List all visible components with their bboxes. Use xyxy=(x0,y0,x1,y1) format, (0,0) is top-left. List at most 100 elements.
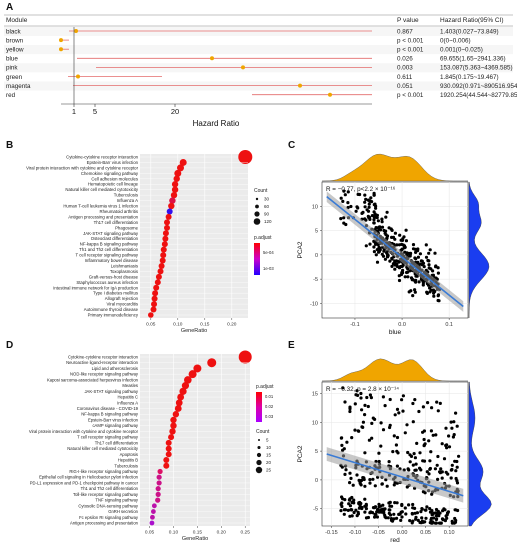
scatter-point xyxy=(372,245,376,249)
scatter-point xyxy=(421,459,425,463)
legend-count-dot xyxy=(258,439,260,441)
dotplot-term-label: Graft-versus-host disease xyxy=(89,274,139,279)
scatter-point xyxy=(411,420,415,424)
forest-point-estimate xyxy=(241,65,245,70)
dotplot-point xyxy=(159,257,166,264)
scatter-point xyxy=(411,294,415,298)
scatter-point xyxy=(431,269,435,273)
scatter-point xyxy=(446,510,450,514)
dotplot-term-label: Hematopoietic cell lineage xyxy=(88,182,139,187)
dotplot-term-label: Antigen processing and presentation xyxy=(70,521,139,526)
column-header-pvalue: P value xyxy=(397,17,419,24)
scatter-point xyxy=(426,401,430,405)
scatter-point xyxy=(435,463,439,467)
scatter-point xyxy=(355,473,359,477)
forest-hr-text: 0(0~0.006) xyxy=(440,37,471,44)
scatter-point xyxy=(392,483,396,487)
panel-label-b: B xyxy=(6,140,14,151)
scatter-point xyxy=(402,235,406,239)
dotplot-x-tick-label: 0.05 xyxy=(145,530,155,536)
dotplot-point xyxy=(238,350,252,364)
scatter-point xyxy=(432,291,436,295)
dotplot-point xyxy=(181,382,190,390)
scatter-point xyxy=(389,513,393,517)
legend-count-dot xyxy=(256,459,262,466)
legend-count-label: 5 xyxy=(266,438,269,443)
scatter-point xyxy=(358,481,362,485)
forest-module-label: blue xyxy=(6,56,18,63)
scatter-point xyxy=(372,218,376,222)
scatter-y-tick-label: 15 xyxy=(312,392,318,398)
scatter-point xyxy=(390,264,394,268)
scatter-point xyxy=(413,288,417,292)
scatter-y-tick-label: -10 xyxy=(310,301,318,307)
dotplot-point xyxy=(172,411,180,418)
scatter-point xyxy=(451,435,455,439)
scatter-point xyxy=(363,200,367,204)
scatter-point xyxy=(342,216,346,220)
scatter-point xyxy=(370,421,374,425)
scatter-point xyxy=(447,434,451,438)
scatter-point xyxy=(343,400,347,404)
scatter-point xyxy=(416,255,420,259)
scatter-point xyxy=(449,476,453,480)
scatter-point xyxy=(392,512,396,516)
legend-count-label: 30 xyxy=(264,197,270,202)
dotplot-point xyxy=(157,468,163,475)
scatter-point xyxy=(341,497,345,501)
dotplot-point xyxy=(157,268,164,275)
scatter-y-tick-label: 5 xyxy=(315,229,318,235)
dotplot-point xyxy=(148,312,154,318)
scatter-point xyxy=(377,227,381,231)
scatter-point xyxy=(348,409,352,414)
scatter-point xyxy=(376,219,380,223)
dotplot-term-label: Human T-cell leukemia virus 1 infection xyxy=(63,204,138,209)
legend-count-label: 10 xyxy=(266,445,272,450)
scatter-point xyxy=(436,294,440,298)
scatter-point xyxy=(345,440,349,444)
dotplot-x-tick-label: 0.10 xyxy=(173,322,183,328)
scatter-point xyxy=(429,518,433,522)
scatter-point xyxy=(439,467,443,471)
dotplot-point xyxy=(160,246,167,253)
scatter-point xyxy=(350,508,354,512)
scatter-point xyxy=(365,395,369,400)
scatter-point xyxy=(340,436,344,440)
dotplot-point xyxy=(152,290,159,297)
legend-count-dot xyxy=(254,211,260,217)
legend-count-dot xyxy=(256,452,262,458)
scatter-point xyxy=(346,190,350,194)
forest-point-estimate xyxy=(74,29,78,33)
scatter-point xyxy=(375,248,379,252)
dotplot-term-label: Intestinal immune network for IgA produc… xyxy=(53,285,138,290)
scatter-point xyxy=(361,420,365,424)
dotplot-panel-bg xyxy=(140,154,248,318)
scatter-point xyxy=(354,508,358,512)
dotplot-term-label: Influenza A xyxy=(117,198,138,203)
scatter-point xyxy=(393,413,397,417)
scatter-point xyxy=(443,508,447,512)
scatter-point xyxy=(434,433,438,437)
scatter-point xyxy=(419,510,423,514)
dotplot-point xyxy=(177,393,185,401)
dotplot-term-label: Lipid and atherosclerosis xyxy=(92,366,138,371)
scatter-point xyxy=(367,202,371,206)
forest-pvalue: p < 0.001 xyxy=(397,47,424,54)
dotplot-point xyxy=(165,445,172,452)
forest-pvalue: 0.026 xyxy=(397,56,413,63)
scatter-point xyxy=(368,199,372,203)
scatter-point xyxy=(411,502,415,507)
scatter-point xyxy=(419,521,423,525)
legend-count-label: 60 xyxy=(264,204,270,209)
scatter-point xyxy=(350,514,354,518)
dotplot-point xyxy=(153,284,160,291)
scatter-point xyxy=(359,396,363,400)
dotplot-term-label: Natural killer cell mediated cytotoxicit… xyxy=(67,446,139,451)
dotplot-point xyxy=(164,224,170,231)
forest-point-estimate xyxy=(210,56,214,61)
scatter-point xyxy=(436,271,440,275)
scatter-point xyxy=(395,435,400,440)
scatter-point xyxy=(340,443,344,447)
scatter-point xyxy=(397,278,402,283)
scatter-point xyxy=(426,258,430,263)
